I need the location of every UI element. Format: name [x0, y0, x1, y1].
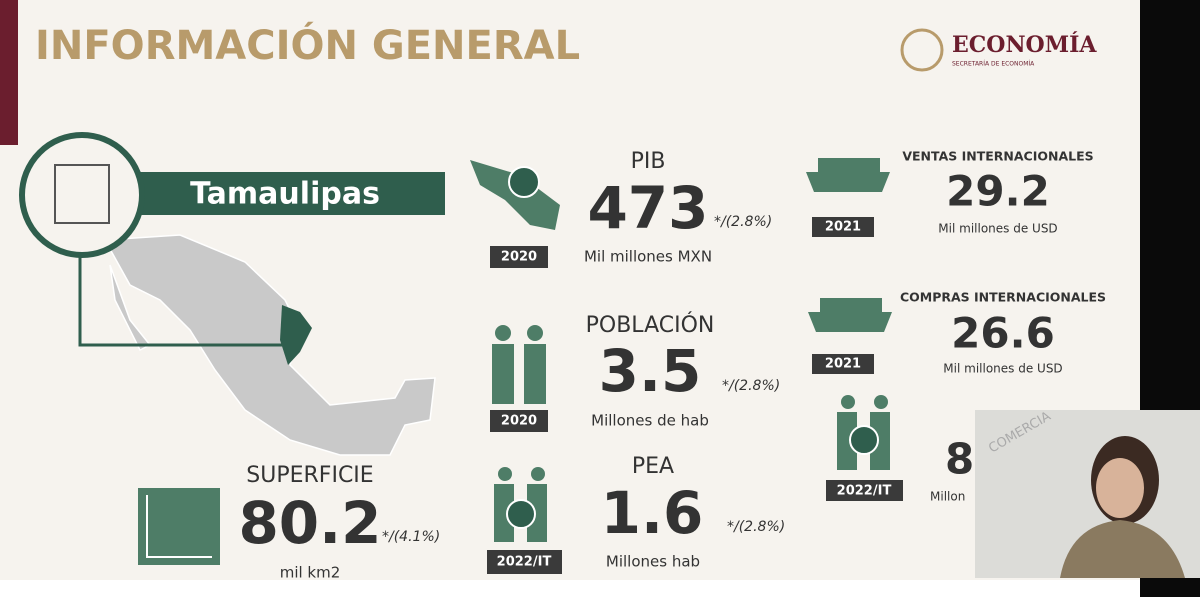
- year: 2020: [501, 414, 537, 429]
- indicator-label: PEA: [632, 454, 674, 479]
- area-icon: [138, 488, 220, 565]
- unit: Mil millones MXN: [584, 248, 712, 266]
- logo-text: ECONOMÍA: [952, 31, 1097, 58]
- person-body: [1060, 520, 1185, 578]
- year-badge: [826, 480, 903, 501]
- unit: Millones de hab: [591, 412, 709, 430]
- state-name: Tamaulipas: [190, 177, 380, 212]
- indicator-value: 29.2: [946, 167, 1050, 216]
- year-badge: [812, 217, 874, 237]
- ship-icon: [808, 298, 892, 332]
- year: 2021: [825, 220, 861, 235]
- connector: [78, 255, 290, 347]
- ship-icon: [806, 158, 890, 192]
- growth: */(2.8%): [722, 378, 780, 394]
- person-face: [1096, 458, 1144, 518]
- side-stripe: [0, 0, 18, 145]
- unit: Mil millones de USD: [943, 362, 1062, 376]
- year-badge: [490, 410, 548, 432]
- year: 2021: [825, 357, 861, 372]
- logo-subtitle: SECRETARÍA DE ECONOMÍA: [952, 61, 1035, 68]
- pea-icon: [494, 467, 547, 542]
- year: 2022/IT: [497, 555, 552, 570]
- state-banner: [135, 172, 445, 215]
- bottom-strip: [0, 580, 1140, 597]
- state-seal: [19, 132, 145, 258]
- unit: Mil millones de USD: [938, 222, 1057, 236]
- year: 2020: [501, 250, 537, 265]
- growth: */(2.8%): [714, 214, 772, 230]
- year-badge: [487, 550, 562, 574]
- year-badge: [812, 354, 874, 374]
- indicator-value: 473: [587, 174, 708, 242]
- area-icon-axes: [146, 495, 212, 558]
- unit: Millones hab: [606, 553, 700, 571]
- unit: mil km2: [280, 564, 341, 582]
- year: 2022/IT: [837, 484, 892, 499]
- coat-of-arms: [54, 164, 110, 224]
- state-highlight: [280, 305, 312, 365]
- indicator-value: 80.2: [238, 489, 381, 557]
- indicator-label: POBLACIÓN: [586, 312, 715, 338]
- indicator-label: COMPRAS INTERNACIONALES: [900, 290, 1106, 305]
- indicator-label: VENTAS INTERNACIONALES: [902, 149, 1093, 164]
- year-badge: [490, 246, 548, 268]
- hidden-icon: [837, 395, 890, 470]
- indicator-value: 8: [945, 435, 974, 484]
- indicator-value: 26.6: [951, 309, 1055, 358]
- unit: Millon: [930, 490, 965, 504]
- title: INFORMACIÓN GENERAL: [35, 21, 580, 69]
- logo-seal: [900, 28, 944, 72]
- growth: */(2.8%): [727, 519, 785, 535]
- indicator-value: 1.6: [601, 479, 704, 547]
- indicator-label: SUPERFICIE: [246, 463, 373, 488]
- pib-coin: [508, 166, 540, 198]
- growth: */(4.1%): [382, 529, 440, 545]
- indicator-label: PIB: [631, 149, 666, 174]
- indicator-value: 3.5: [599, 337, 702, 405]
- population-icon: [492, 325, 546, 404]
